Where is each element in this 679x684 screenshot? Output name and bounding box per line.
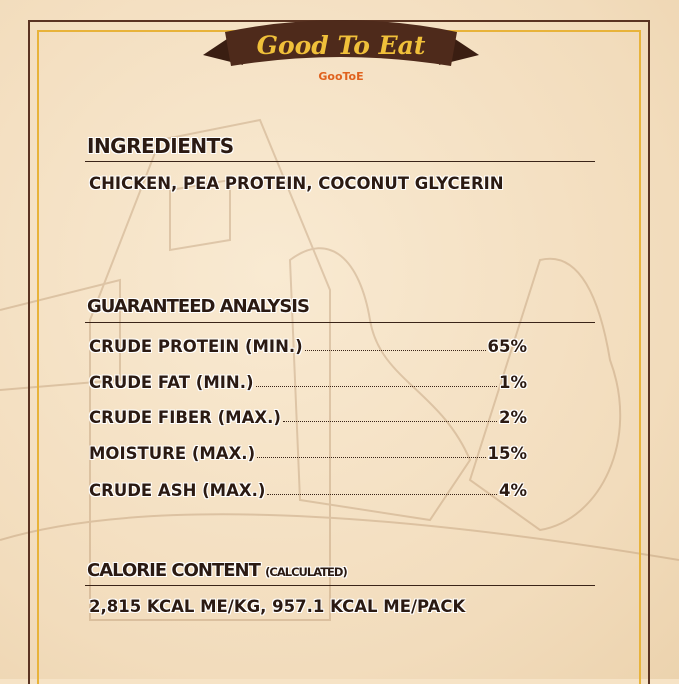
analysis-row: CRUDE PROTEIN (MIN.) 65% — [89, 337, 527, 356]
calorie-text: 2,815 KCAL ME/KG, 957.1 KCAL ME/PACK — [89, 597, 466, 616]
brand-logo: GooToE — [318, 70, 363, 83]
farm-illustration — [0, 118, 679, 621]
divider — [85, 585, 595, 586]
analysis-row: CRUDE FIBER (MAX.) 2% — [89, 408, 527, 427]
calorie-note: (CALCULATED) — [265, 565, 348, 579]
divider — [85, 322, 595, 323]
analysis-row: CRUDE ASH (MAX.) 4% — [89, 481, 527, 500]
divider — [85, 161, 595, 162]
ingredients-text: CHICKEN, PEA PROTEIN, COCONUT GLYCERIN — [89, 174, 504, 193]
analysis-row: CRUDE FAT (MIN.) 1% — [89, 373, 527, 392]
analysis-row: MOISTURE (MAX.) 15% — [89, 444, 527, 463]
good-to-eat-banner: Good To Eat GooToE — [203, 20, 479, 83]
banner-title: Good To Eat — [257, 31, 426, 60]
calorie-heading: CALORIE CONTENT (CALCULATED) — [87, 560, 348, 581]
analysis-heading: GUARANTEED ANALYSIS — [87, 296, 310, 317]
ingredients-heading: INGREDIENTS — [87, 134, 234, 158]
